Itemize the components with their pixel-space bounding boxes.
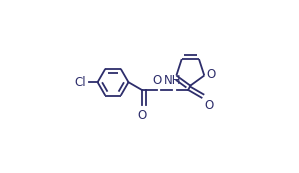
Text: Cl: Cl xyxy=(74,76,86,89)
Text: O: O xyxy=(137,109,147,122)
Text: O: O xyxy=(204,99,213,112)
Text: NH: NH xyxy=(164,74,181,87)
Text: O: O xyxy=(153,74,162,87)
Text: O: O xyxy=(207,68,216,81)
